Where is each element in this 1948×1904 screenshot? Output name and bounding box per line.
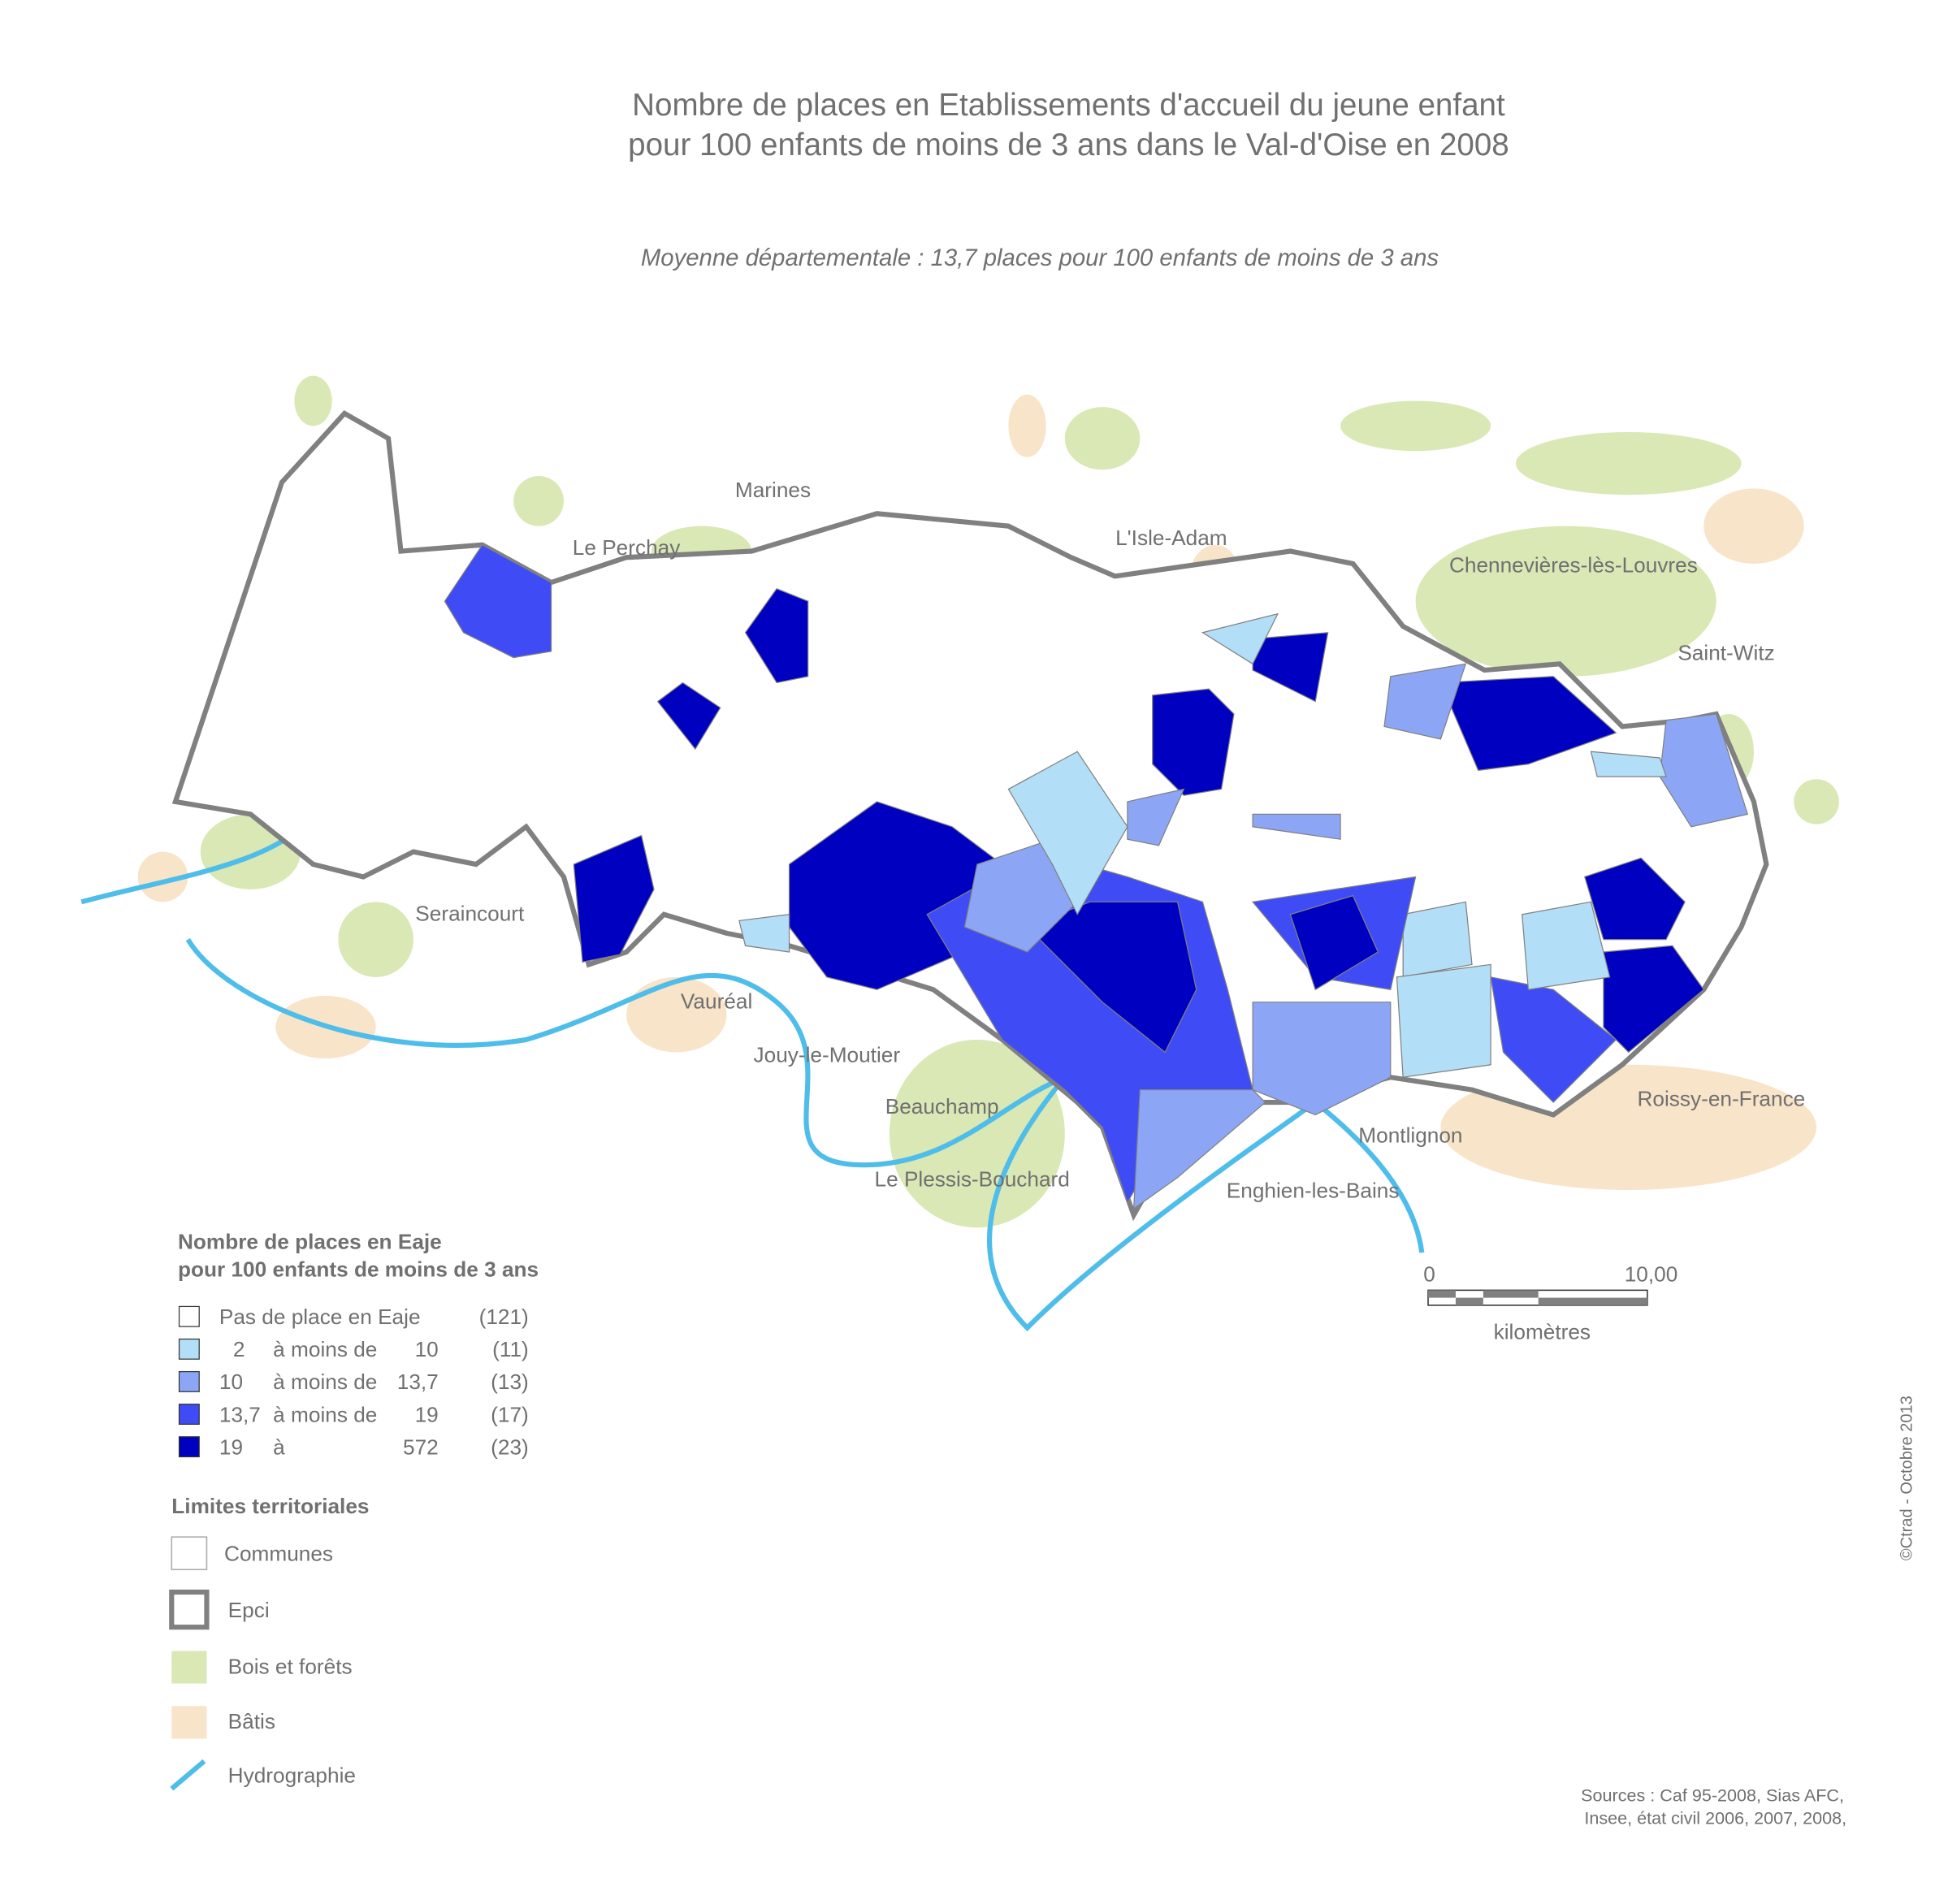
legend-label: Epci: [228, 1598, 270, 1622]
legend-swatch: [171, 1651, 207, 1684]
place-label: Montlignon: [1358, 1123, 1462, 1147]
sources: Insee, état civil 2006, 2007, 2008,: [1584, 1807, 1846, 1828]
legend-swatch: [169, 1589, 210, 1630]
place-label: Saint-Witz: [1677, 641, 1774, 665]
scale-label: 0: [1423, 1262, 1435, 1287]
title: pour 100 enfants de moins de 3 ans dans …: [628, 128, 1509, 162]
place-label: Chennevières-lès-Louvres: [1449, 553, 1698, 578]
legend-label: (13): [491, 1370, 529, 1394]
legend-label: (121): [479, 1305, 529, 1329]
legend-label: 13,7: [219, 1402, 261, 1426]
legend-swatch: [178, 1436, 200, 1458]
legend-title: Nombre de places en Eaje: [178, 1229, 442, 1253]
place-label: Beauchamp: [885, 1094, 999, 1119]
department: [171, 409, 1769, 1222]
place-label: Jouy-le-Moutier: [754, 1043, 901, 1067]
legend-label: 2: [233, 1337, 245, 1361]
legend-label: à moins de: [273, 1370, 377, 1394]
legend-swatch: [171, 1536, 208, 1571]
place-label: Seraincourt: [415, 901, 525, 925]
scale-unit: kilomètres: [1494, 1320, 1591, 1344]
legend-swatch: [170, 1759, 206, 1791]
legend-title: Limites territoriales: [171, 1494, 369, 1518]
place-label: Enghien-les-Bains: [1227, 1178, 1400, 1202]
legend-label: 10: [415, 1337, 439, 1361]
legend-label: (23): [491, 1434, 529, 1459]
legend-label: à moins de: [273, 1337, 377, 1361]
place-label: Roissy-en-France: [1637, 1087, 1805, 1111]
legend-label: Hydrographie: [228, 1763, 356, 1787]
legend-label: 572: [403, 1434, 439, 1459]
legend-label: Pas de place en Eaje: [219, 1305, 421, 1329]
legend-swatch: [178, 1338, 200, 1360]
legend-label: Bâtis: [228, 1709, 275, 1733]
legend-title: pour 100 enfants de moins de 3 ans: [178, 1257, 539, 1281]
legend-swatch: [178, 1305, 200, 1327]
legend-label: à: [273, 1434, 285, 1459]
legend-label: à moins de: [273, 1402, 377, 1426]
legend-label: (11): [492, 1337, 529, 1361]
legend-label: 19: [415, 1402, 439, 1426]
place-label: Le Plessis-Bouchard: [875, 1166, 1070, 1191]
legend-label: (17): [491, 1402, 529, 1426]
legend-swatch: [178, 1370, 200, 1392]
title: Nombre de places en Etablissements d'acc…: [632, 88, 1505, 123]
scale-label: 10,00: [1625, 1262, 1678, 1287]
legend-label: Communes: [224, 1541, 333, 1565]
scale-bar: 0 10,00 kilomètres: [1423, 1262, 1677, 1344]
place-label: Vauréal: [681, 989, 752, 1013]
sources: Sources : Caf 95-2008, Sias AFC,: [1581, 1785, 1844, 1806]
place-label: Marines: [735, 478, 811, 502]
place-labels: Marines Le Perchay L'Isle-Adam Chenneviè…: [415, 478, 1805, 1202]
legend-label: 19: [219, 1434, 243, 1459]
place-label: L'Isle-Adam: [1115, 526, 1227, 550]
legend-label: 13,7: [397, 1370, 439, 1394]
legend-swatch: [171, 1706, 207, 1739]
place-label: Le Perchay: [573, 535, 681, 560]
legend-swatch: [178, 1404, 200, 1425]
legend-label: Bois et forêts: [228, 1654, 353, 1678]
subtitle: Moyenne départementale : 13,7 places pou…: [641, 244, 1439, 271]
legend-label: 10: [219, 1370, 243, 1394]
credit: ©Ctrad - Octobre 2013: [1898, 1396, 1916, 1560]
legend: Nombre de places en Eaje pour 100 enfant…: [169, 1229, 539, 1791]
